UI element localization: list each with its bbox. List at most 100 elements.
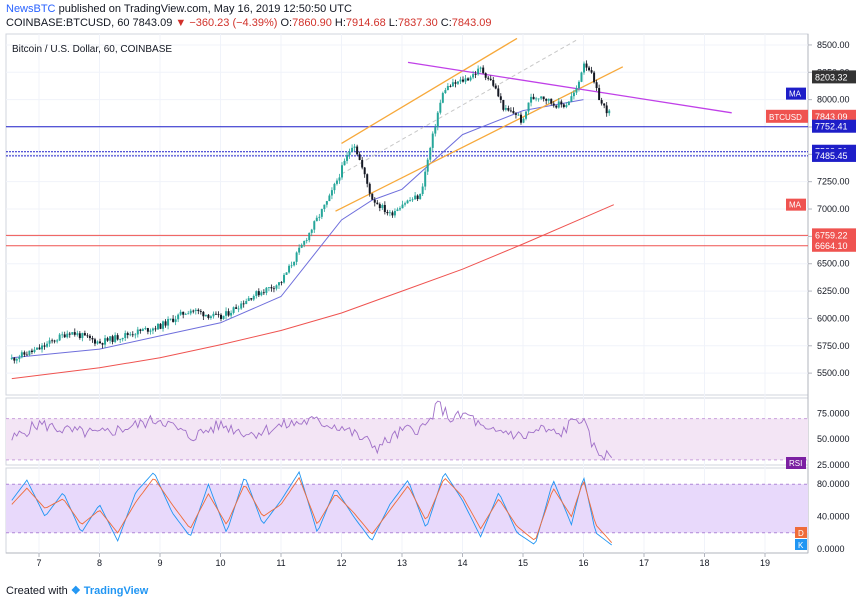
candle-body (33, 349, 36, 352)
y-tick-label: 5500.00 (817, 368, 850, 378)
candle-body (540, 96, 543, 99)
candle-body (479, 67, 482, 69)
candle-body (603, 103, 606, 106)
publish-line: NewsBTC published on TradingView.com, Ma… (6, 3, 352, 15)
candle-body (227, 311, 230, 316)
candle-body (502, 99, 505, 110)
candle-body (588, 67, 591, 71)
candle-body (179, 311, 182, 315)
y-tick-label: 8500.00 (817, 40, 850, 50)
candle-body (320, 209, 323, 217)
candle-body (446, 85, 449, 91)
candle-body (593, 72, 596, 83)
price-label-box (812, 228, 856, 242)
candle-body (192, 310, 195, 312)
candle-body (401, 204, 404, 209)
candle-body (383, 204, 386, 212)
candle-body (247, 298, 250, 302)
candle-body (487, 77, 490, 79)
x-tick-label: 11 (276, 558, 285, 568)
candle-body (257, 291, 260, 296)
candle-body (88, 335, 91, 339)
footer: Created with ❖ TradingView (6, 584, 148, 597)
candle-body (353, 146, 356, 148)
stoch-d-tag: D (798, 529, 804, 538)
candle-body (434, 127, 437, 134)
candle-body (194, 309, 197, 311)
y-tick-label: 6000.00 (817, 313, 850, 323)
price-label: 6664.10 (815, 241, 848, 251)
candle-body (46, 343, 49, 347)
ma-tag: MA (789, 201, 802, 210)
candle-body (141, 329, 144, 331)
candle-body (424, 171, 427, 187)
price-label: 6759.22 (815, 230, 848, 240)
candle-body (217, 314, 220, 316)
candle-body (409, 200, 412, 201)
candle-body (348, 151, 351, 156)
candle-body (225, 311, 228, 316)
open-label: O: (280, 17, 293, 29)
candle-body (154, 328, 157, 330)
price-label-box (812, 119, 856, 133)
candle-body (270, 287, 273, 289)
candle-body (371, 193, 374, 200)
candle-body (325, 201, 328, 205)
candle-body (494, 85, 497, 89)
candle-body (431, 133, 434, 148)
candle-body (522, 118, 525, 123)
created-with-text: Created with (6, 585, 68, 597)
candle-body (298, 247, 301, 253)
candle-body (129, 334, 132, 336)
y-tick-label: 6500.00 (817, 259, 850, 269)
candle-body (214, 313, 217, 315)
tradingview-brand[interactable]: TradingView (83, 585, 149, 597)
candle-body (343, 160, 346, 166)
candle-body (346, 155, 349, 161)
candle-body (283, 274, 286, 283)
chart-title: Bitcoin / U.S. Dollar, 60, COINBASE (12, 44, 172, 55)
stoch-tick-label: 80.0000 (817, 479, 850, 489)
candle-body (376, 202, 379, 205)
candle-body (255, 291, 258, 297)
candle-body (585, 63, 588, 68)
candle-body (86, 335, 89, 337)
candle-body (451, 82, 454, 87)
y-tick-label: 7000.00 (817, 204, 850, 214)
candle-body (146, 328, 149, 332)
candle-body (71, 332, 74, 335)
stoch-d-tag-box (795, 527, 807, 538)
candle-body (136, 329, 139, 335)
candle-body (109, 336, 112, 341)
candle-body (41, 345, 44, 350)
price-change: −360.23 (−4.39%) (189, 17, 278, 29)
candle-body (590, 70, 593, 73)
candle-body (572, 92, 575, 97)
y-tick-label: 5750.00 (817, 341, 850, 351)
candle-body (262, 292, 265, 294)
candle-body (567, 101, 570, 106)
candle-body (313, 221, 316, 230)
candle-body (416, 195, 419, 200)
candle-body (91, 338, 94, 340)
rsi-tag-box (786, 457, 806, 469)
candle-body (552, 103, 555, 106)
last-price: 7843.09 (132, 17, 173, 29)
candle-body (532, 96, 535, 100)
rsi-tag: RSI (789, 459, 802, 468)
price-label: 7843.09 (815, 112, 848, 122)
candle-body (547, 98, 550, 101)
candle-body (456, 81, 459, 84)
ma-tag: MA (789, 90, 802, 99)
publisher-name[interactable]: NewsBTC (6, 3, 56, 15)
candle-body (139, 329, 142, 331)
published-text: published on TradingView.com, May 16, 20… (58, 3, 352, 15)
candle-body (341, 165, 344, 178)
candle-body (73, 332, 76, 335)
candle-body (260, 292, 263, 296)
candle-body (414, 195, 417, 200)
candle-body (525, 111, 528, 119)
candle-body (484, 73, 487, 78)
candle-body (550, 98, 553, 104)
